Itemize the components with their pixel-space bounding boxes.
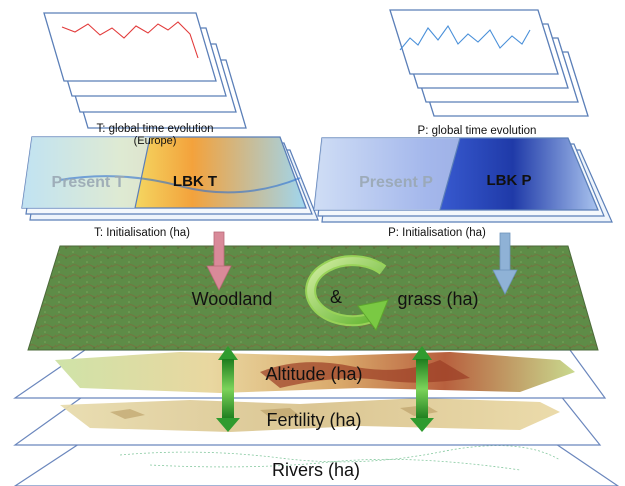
double-arrow-icon [216,346,240,432]
map-label-present-p: Present P [359,174,433,191]
t-global-time-caption: T: global time evolution [97,123,214,135]
double-arrow-icon [410,346,434,432]
p-initialisation-caption: P: Initialisation (ha) [388,227,486,239]
fertility-layer [13,394,602,446]
temperature-series-line [61,21,199,59]
precipitation-series-line [399,24,531,51]
p-global-time-caption: P: global time evolution [418,125,537,137]
precipitation-timeseries-stack [389,9,589,117]
t-initialisation-caption: T: Initialisation (ha) [94,227,190,239]
woodland-label: Woodland [192,289,273,309]
temperature-maps-stack [21,136,319,221]
map-label-lbk-t: LBK T [173,173,217,190]
fertility-label: Fertility (ha) [266,410,361,430]
map-label-present-t: Present T [52,174,125,191]
precipitation-maps-stack [313,137,613,223]
temperature-down-arrow [206,231,232,291]
grass-label: grass (ha) [397,289,478,309]
altitude-label: Altitude (ha) [265,364,362,384]
map-label-lbk-p: LBK P [487,172,532,189]
t-global-time-caption-line2: (Europe) [134,135,177,147]
ampersand-label: & [330,287,342,307]
precipitation-down-arrow [492,232,518,295]
rivers-label: Rivers (ha) [272,460,360,480]
temperature-timeseries-stack [43,12,247,129]
cycle-arrow-icon [305,255,389,332]
